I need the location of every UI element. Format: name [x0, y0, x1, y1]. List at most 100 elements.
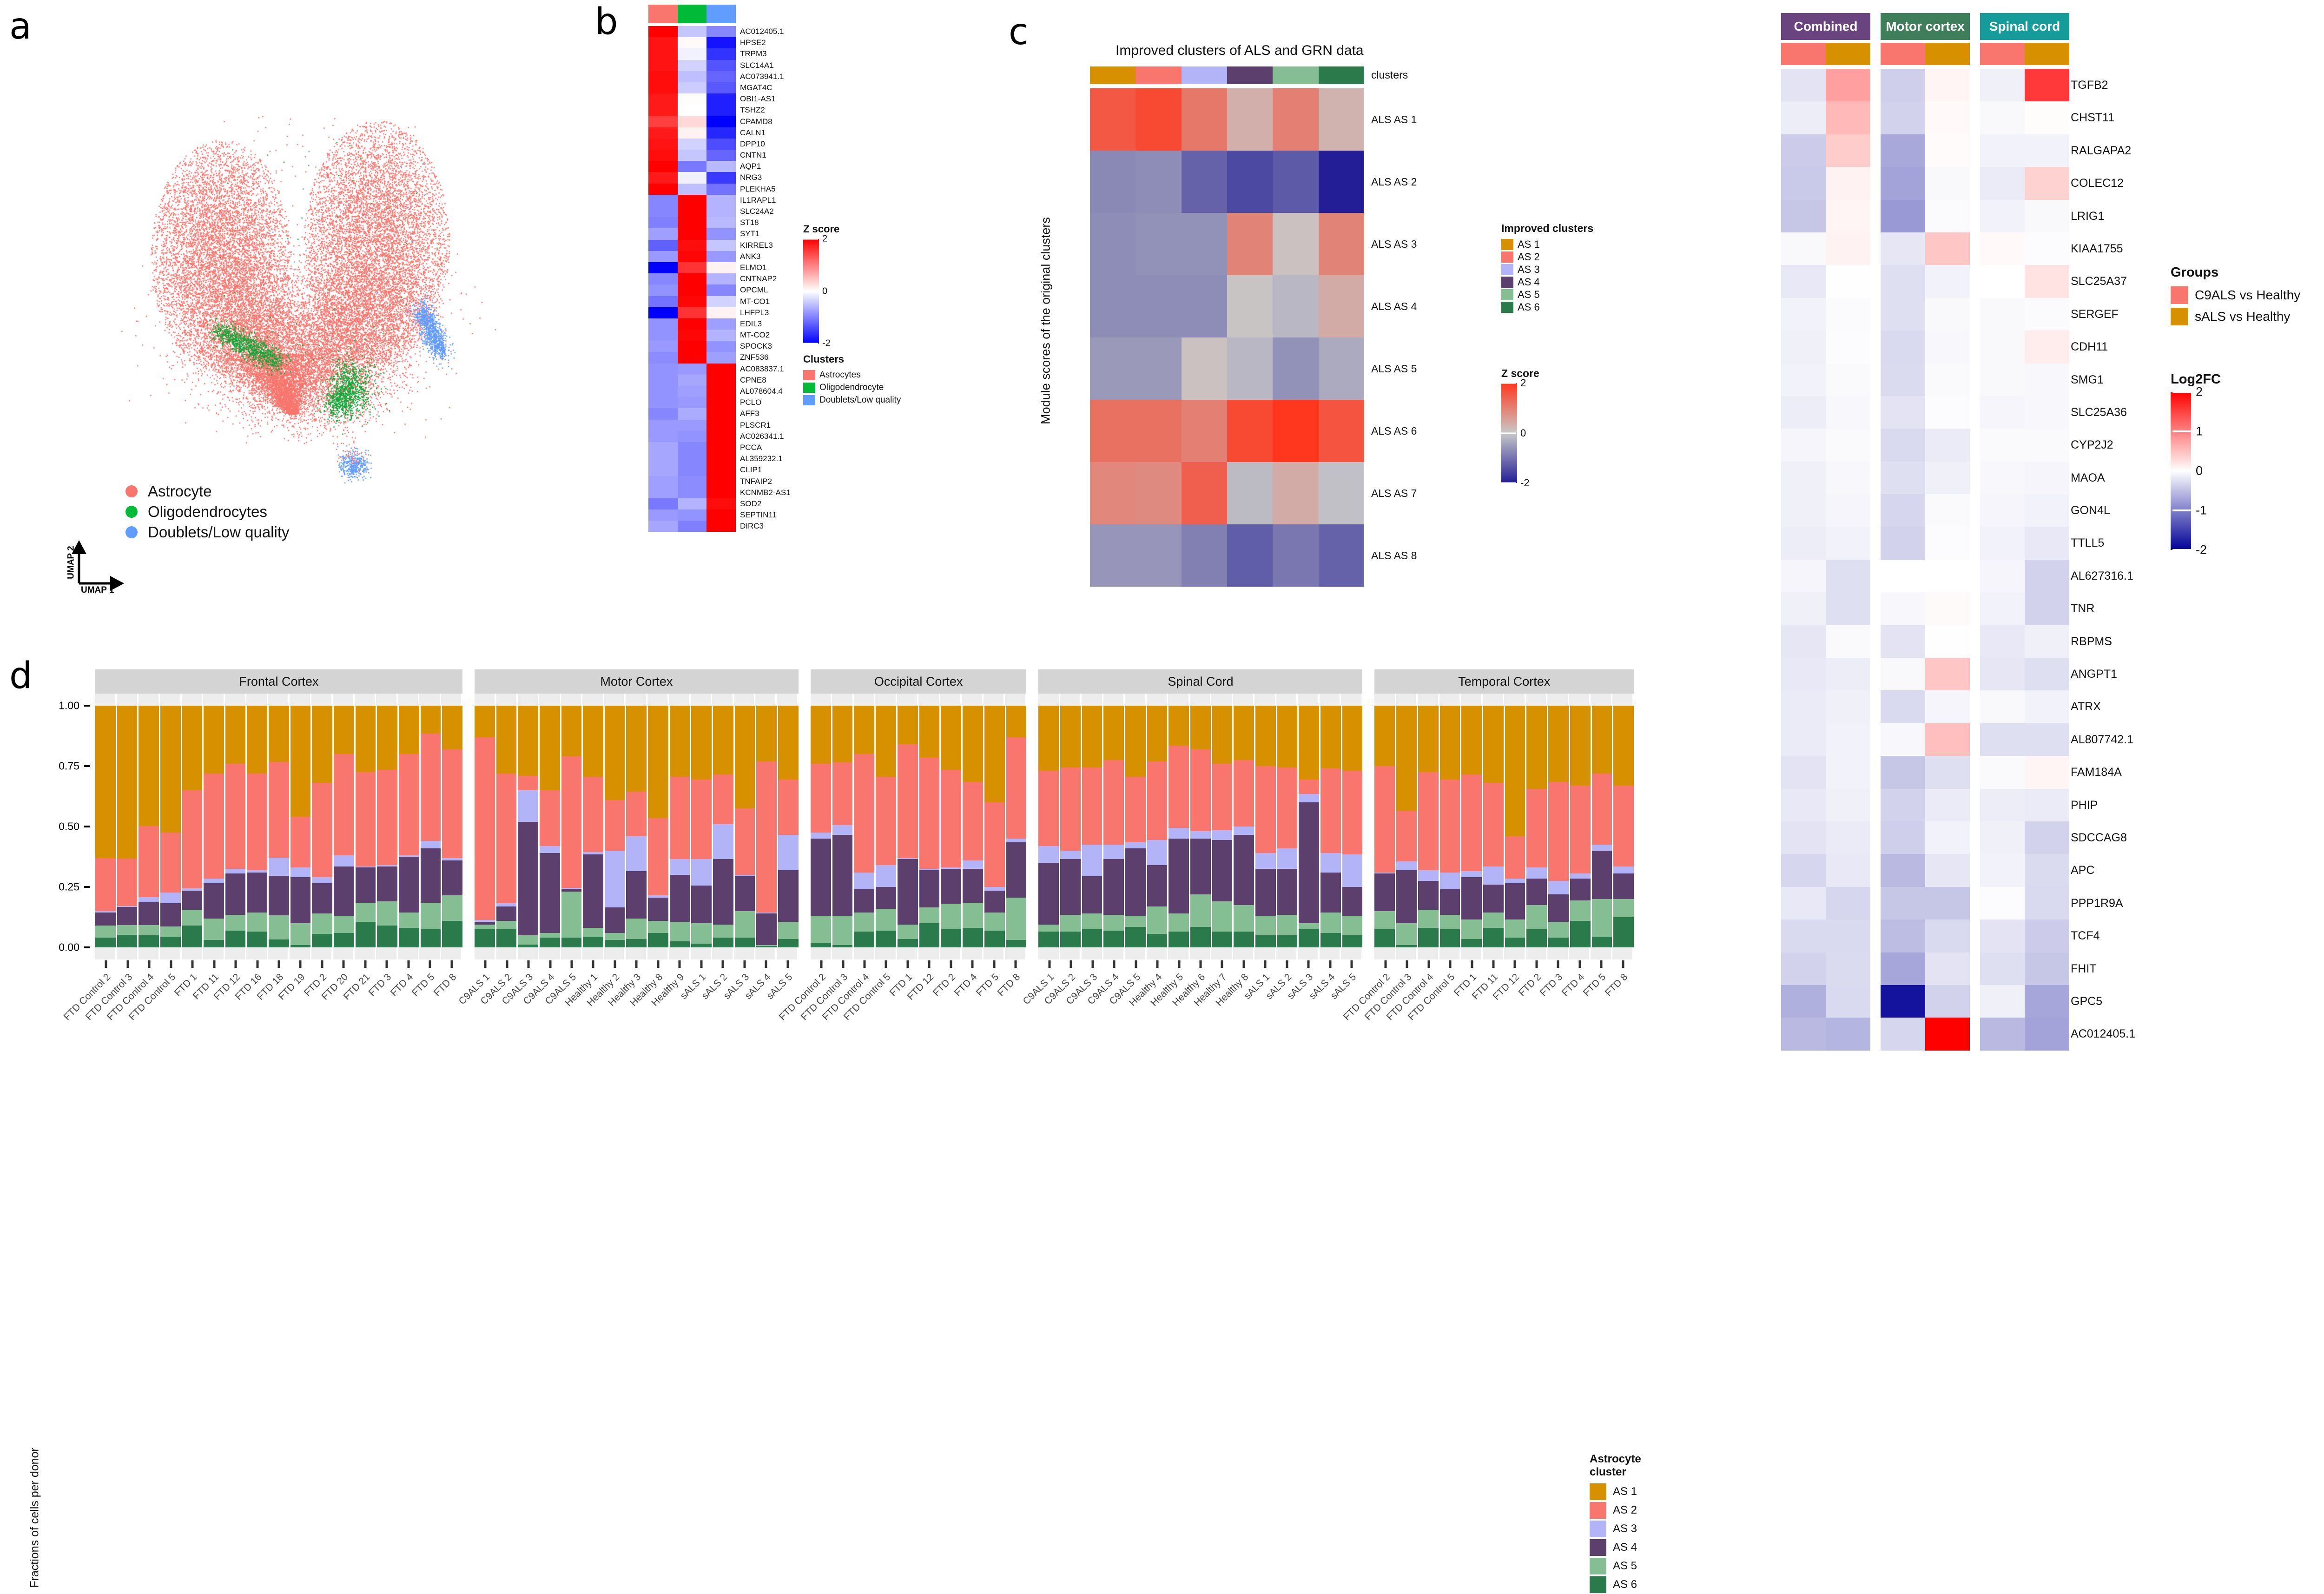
bar-segment: [1190, 831, 1211, 839]
bar-segment: [269, 762, 289, 858]
x-tick: [940, 959, 962, 970]
stacked-bar[interactable]: [355, 706, 376, 947]
stacked-bar[interactable]: [897, 706, 918, 947]
stacked-bar[interactable]: [290, 706, 311, 947]
stacked-bar[interactable]: [1060, 706, 1081, 947]
stacked-bar[interactable]: [247, 706, 268, 947]
stacked-bar[interactable]: [1255, 706, 1276, 947]
zscore-tick-dash: [1501, 432, 1516, 434]
stacked-bar[interactable]: [1082, 706, 1103, 947]
stacked-bar[interactable]: [1342, 706, 1363, 947]
stacked-bar[interactable]: [442, 706, 462, 947]
stacked-bar[interactable]: [941, 706, 962, 947]
stacked-bar[interactable]: [1505, 706, 1525, 947]
stacked-bar[interactable]: [1190, 706, 1211, 947]
bar-segment: [139, 706, 159, 826]
bar-segment: [1190, 706, 1211, 749]
stacked-bar[interactable]: [1418, 706, 1439, 947]
bar-segment: [1277, 869, 1298, 915]
stacked-bar[interactable]: [583, 706, 603, 947]
bar-segment: [1570, 706, 1591, 786]
heatmap-cell: [1980, 1018, 2025, 1051]
stacked-bar[interactable]: [182, 706, 203, 947]
bar-segment: [204, 918, 224, 940]
stacked-bar[interactable]: [117, 706, 138, 947]
stacked-bar[interactable]: [832, 706, 853, 947]
bar-segment: [182, 790, 203, 888]
stacked-bar[interactable]: [919, 706, 940, 947]
stacked-bar[interactable]: [876, 706, 896, 947]
stacked-bar[interactable]: [984, 706, 1005, 947]
stacked-bar[interactable]: [713, 706, 733, 947]
stacked-bar[interactable]: [810, 706, 831, 947]
stacked-bar[interactable]: [963, 706, 983, 947]
stacked-bar[interactable]: [778, 706, 799, 947]
bar-segment: [919, 757, 940, 869]
stacked-bar[interactable]: [854, 706, 875, 947]
stacked-bar[interactable]: [1147, 706, 1168, 947]
bar-segment: [1342, 916, 1363, 935]
stacked-bar[interactable]: [1299, 706, 1319, 947]
bar-segment: [442, 706, 462, 749]
stacked-bar[interactable]: [1591, 706, 1612, 947]
x-tick: [734, 959, 755, 970]
bar-segment: [626, 939, 647, 947]
bar-segment: [876, 930, 896, 947]
stacked-bar[interactable]: [756, 706, 777, 947]
stacked-bar[interactable]: [1234, 706, 1254, 947]
stacked-bar[interactable]: [160, 706, 181, 947]
stacked-bar[interactable]: [204, 706, 224, 947]
stacked-bar[interactable]: [604, 706, 625, 947]
stacked-bar[interactable]: [1103, 706, 1124, 947]
bar-segment: [474, 924, 495, 929]
stacked-bar[interactable]: [1548, 706, 1569, 947]
stacked-bar[interactable]: [139, 706, 159, 947]
stacked-bar[interactable]: [1212, 706, 1233, 947]
heatmap-cell: [2025, 331, 2069, 364]
gene-label: OBI1-AS1: [740, 94, 776, 104]
stacked-bar[interactable]: [1374, 706, 1395, 947]
stacked-bar[interactable]: [1613, 706, 1634, 947]
stacked-bar[interactable]: [420, 706, 441, 947]
stacked-bar[interactable]: [626, 706, 647, 947]
stacked-bar[interactable]: [225, 706, 246, 947]
stacked-bar[interactable]: [648, 706, 668, 947]
stacked-bar[interactable]: [496, 706, 517, 947]
stacked-bar[interactable]: [561, 706, 582, 947]
bar-segment: [1277, 935, 1298, 947]
stacked-bar[interactable]: [1570, 706, 1591, 947]
x-tick: [1125, 959, 1146, 970]
stacked-bar[interactable]: [1038, 706, 1059, 947]
heatmap-cell: [677, 284, 707, 296]
stacked-bar[interactable]: [518, 706, 538, 947]
bar-segment: [919, 869, 940, 870]
stacked-bar[interactable]: [1006, 706, 1027, 947]
stacked-bar[interactable]: [669, 706, 690, 947]
heatmap-cell: [1781, 723, 1826, 756]
stacked-bar[interactable]: [474, 706, 495, 947]
stacked-bar[interactable]: [398, 706, 419, 947]
stacked-bar[interactable]: [1396, 706, 1417, 947]
stacked-bar[interactable]: [1439, 706, 1460, 947]
stacked-bar[interactable]: [1125, 706, 1146, 947]
stacked-bar[interactable]: [1483, 706, 1504, 947]
stacked-bar[interactable]: [334, 706, 354, 947]
stacked-bar[interactable]: [1169, 706, 1189, 947]
stacked-bar[interactable]: [377, 706, 397, 947]
bar-segment: [1418, 772, 1439, 870]
stacked-bar[interactable]: [1277, 706, 1298, 947]
stacked-bar[interactable]: [539, 706, 560, 947]
stacked-bar[interactable]: [691, 706, 712, 947]
bar-segment: [1006, 898, 1027, 940]
bar-segment: [734, 808, 755, 875]
stacked-bar[interactable]: [1526, 706, 1547, 947]
stacked-bar[interactable]: [95, 706, 116, 947]
stacked-bar[interactable]: [269, 706, 289, 947]
stacked-bar[interactable]: [312, 706, 333, 947]
stacked-bar[interactable]: [1320, 706, 1341, 947]
heatmap-cell: [677, 26, 707, 38]
strip-cell: [1254, 947, 1276, 959]
stacked-bar[interactable]: [1461, 706, 1482, 947]
umap-y-axis-label: UMAP 2: [66, 546, 76, 579]
stacked-bar[interactable]: [734, 706, 755, 947]
